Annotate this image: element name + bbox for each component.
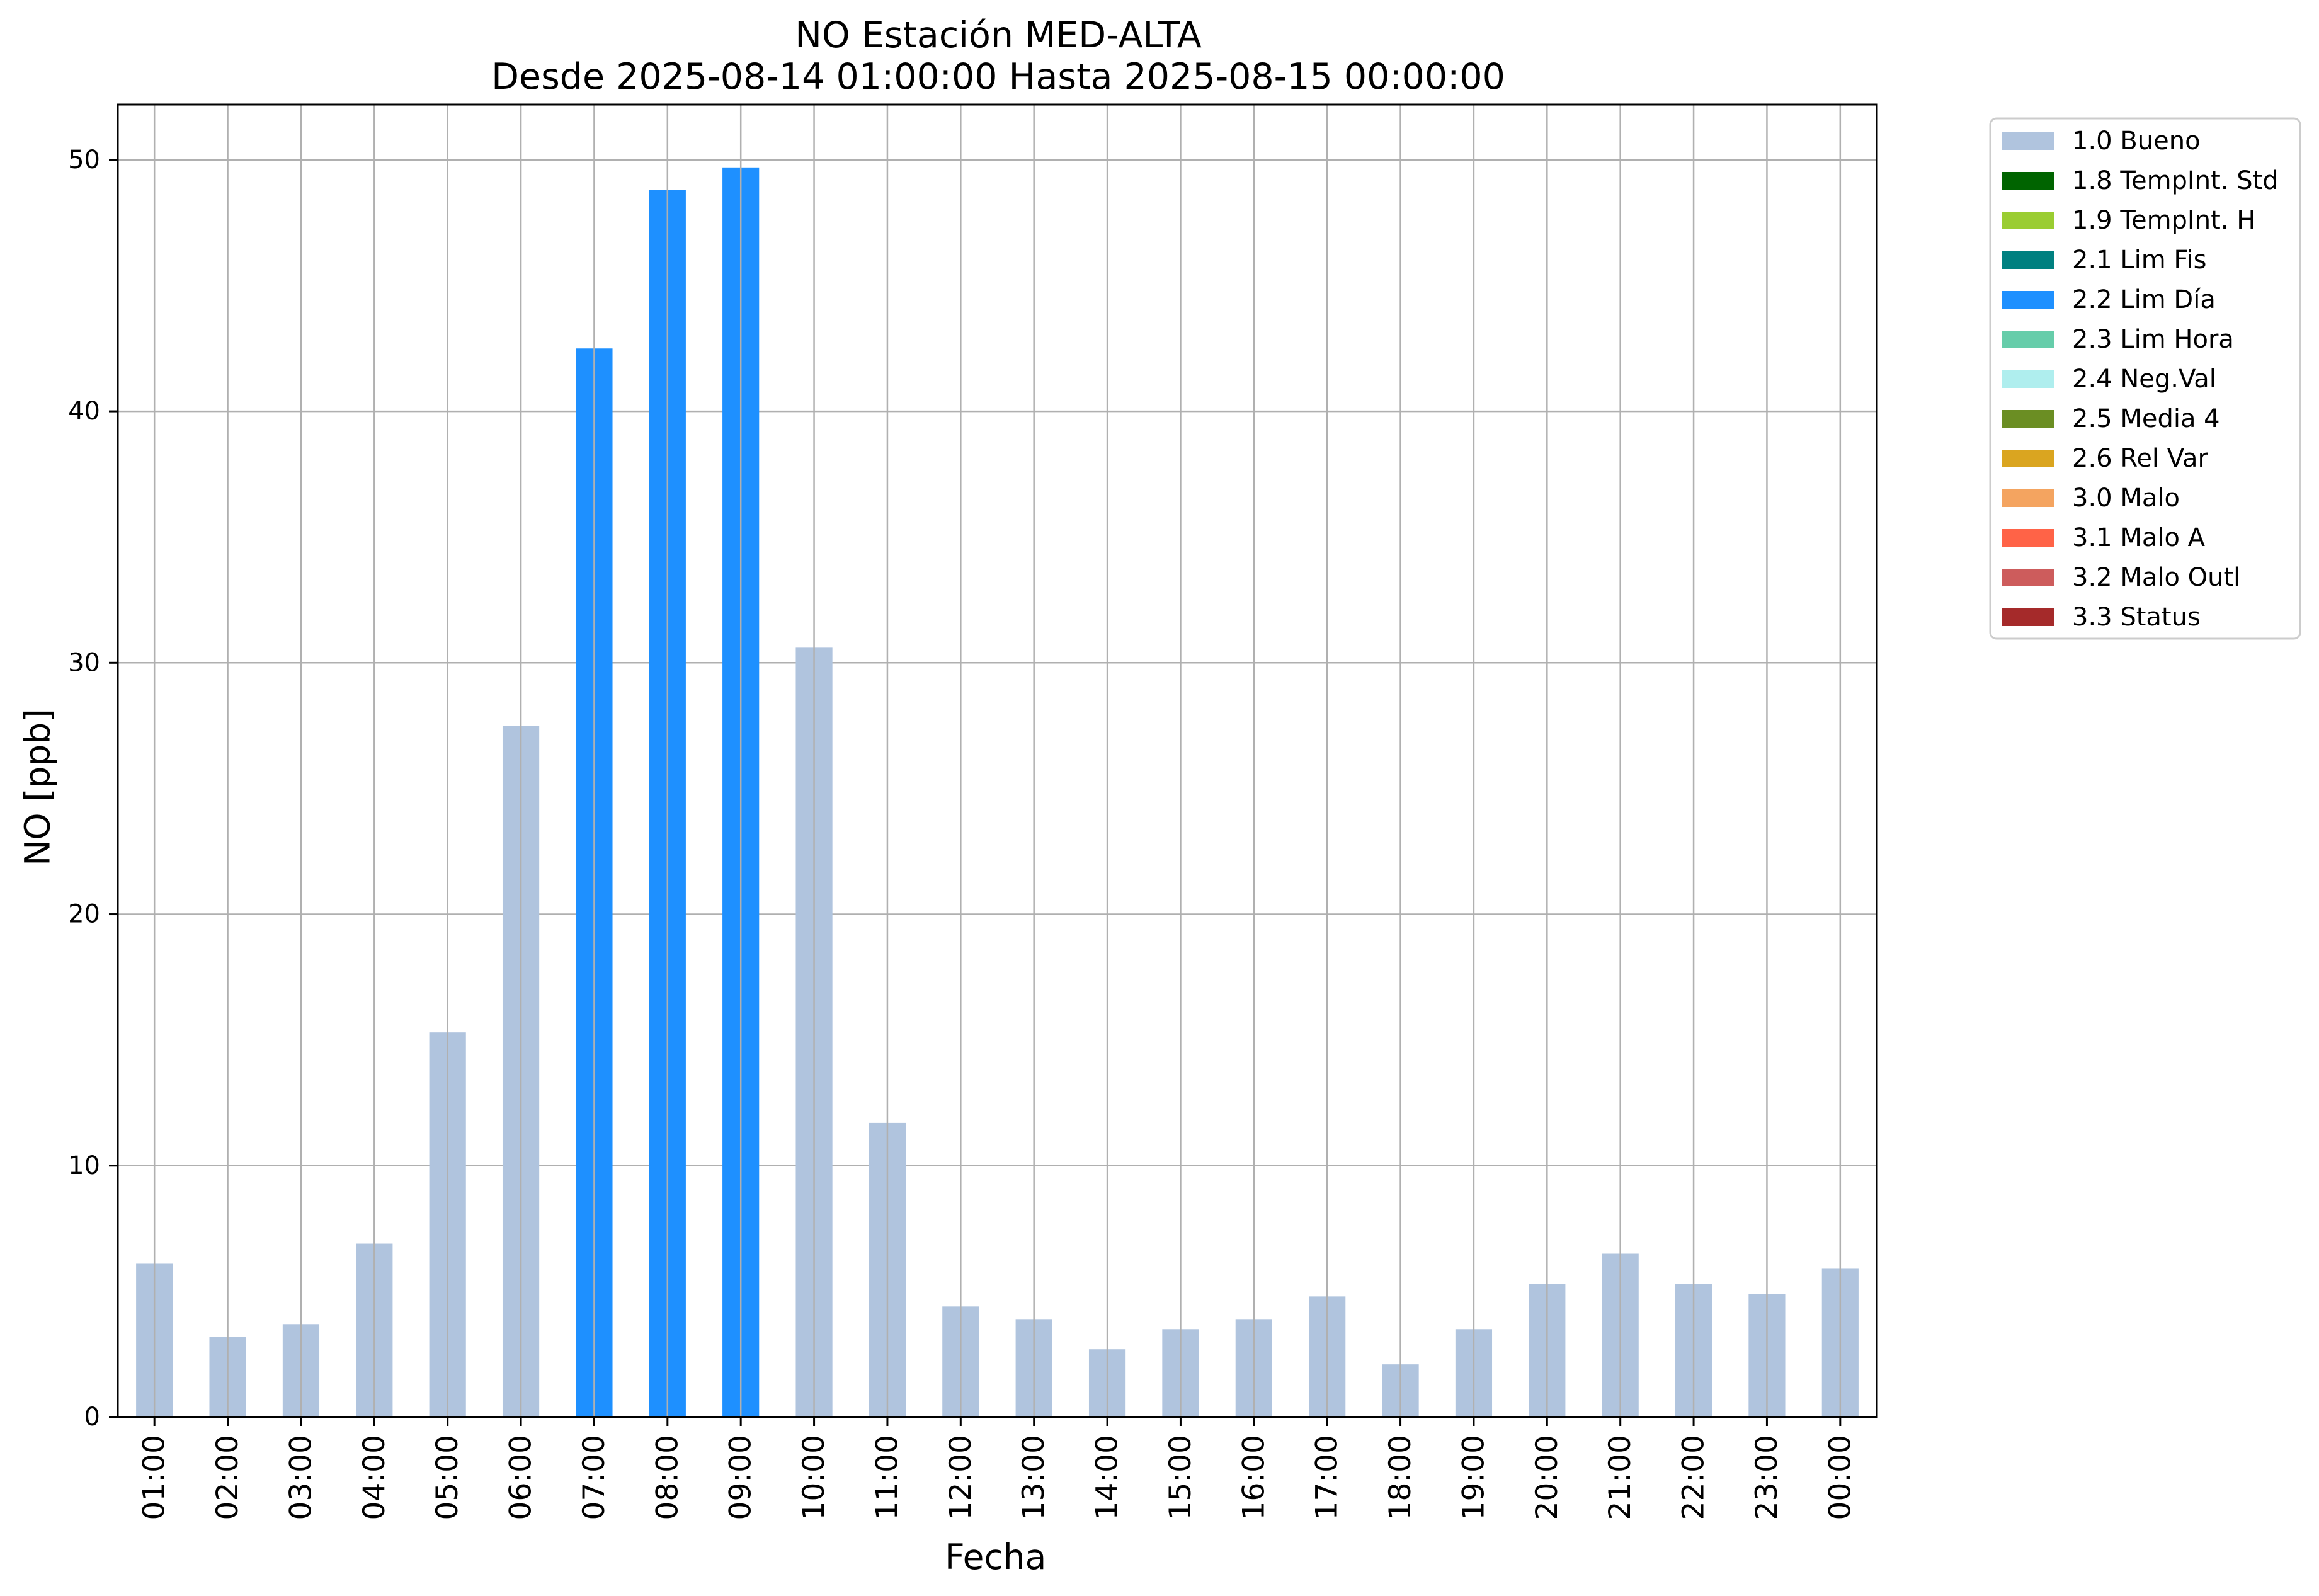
x-tick-label: 12:00 bbox=[943, 1435, 978, 1520]
y-ticks: 0 10 20 30 40 50 bbox=[68, 145, 118, 1432]
x-tick-label: 08:00 bbox=[650, 1435, 685, 1520]
x-tick-label: 10:00 bbox=[797, 1435, 831, 1520]
x-tick-label: 03:00 bbox=[283, 1435, 318, 1520]
legend-swatch bbox=[2002, 251, 2054, 269]
x-tick-label: 15:00 bbox=[1163, 1435, 1198, 1520]
legend-label: 2.4 Neg.Val bbox=[2072, 365, 2216, 394]
y-tick-label: 20 bbox=[68, 900, 100, 929]
x-tick-label: 14:00 bbox=[1090, 1435, 1125, 1520]
bars bbox=[136, 167, 1859, 1417]
legend-swatch bbox=[2002, 450, 2054, 467]
legend-swatch bbox=[2002, 331, 2054, 348]
x-axis-label: Fecha bbox=[945, 1537, 1047, 1577]
legend-swatch bbox=[2002, 291, 2054, 309]
grid-lines bbox=[118, 159, 1877, 1418]
legend-label: 3.0 Malo bbox=[2072, 484, 2180, 513]
x-tick-label: 00:00 bbox=[1823, 1435, 1857, 1520]
x-tick-label: 11:00 bbox=[870, 1435, 904, 1520]
y-tick-label: 50 bbox=[68, 145, 100, 174]
x-tick-label: 06:00 bbox=[504, 1435, 538, 1520]
legend-label: 3.2 Malo Outl bbox=[2072, 563, 2240, 592]
legend: 1.0 Bueno 1.8 TempInt. Std 1.9 TempInt. H 2… bbox=[1989, 117, 2301, 640]
y-tick-label: 40 bbox=[68, 397, 100, 426]
x-tick-label: 19:00 bbox=[1456, 1435, 1491, 1520]
legend-swatch bbox=[2002, 212, 2054, 229]
legend-label: 2.6 Rel Var bbox=[2072, 444, 2209, 473]
legend-swatch bbox=[2002, 569, 2054, 586]
x-tick-label: 23:00 bbox=[1750, 1435, 1784, 1520]
plot-frame bbox=[117, 103, 1878, 1418]
x-tick-label: 20:00 bbox=[1530, 1435, 1564, 1520]
legend-swatch bbox=[2002, 172, 2054, 190]
x-tick-label: 07:00 bbox=[577, 1435, 612, 1520]
x-tick-label: 16:00 bbox=[1236, 1435, 1271, 1520]
x-tick-label: 02:00 bbox=[210, 1435, 245, 1520]
x-ticks: 01:00 02:00 03:00 04:00 05:00 06:00 07:00 08:00… bbox=[137, 1417, 1857, 1520]
x-tick-label: 17:00 bbox=[1310, 1435, 1345, 1520]
legend-label: 2.5 Media 4 bbox=[2072, 404, 2220, 433]
legend-swatch bbox=[2002, 489, 2054, 507]
legend-label: 2.1 Lim Fis bbox=[2072, 246, 2206, 275]
x-tick-label: 21:00 bbox=[1603, 1435, 1638, 1520]
y-tick-label: 0 bbox=[84, 1403, 100, 1432]
chart-title: NO Estación MED-ALTA bbox=[795, 14, 1202, 56]
chart-subtitle: Desde 2025-08-14 01:00:00 Hasta 2025-08-… bbox=[491, 56, 1505, 98]
legend-box bbox=[1989, 117, 2301, 640]
legend-label: 1.9 TempInt. H bbox=[2072, 206, 2255, 235]
legend-swatch bbox=[2002, 370, 2054, 388]
legend-label: 1.8 TempInt. Std bbox=[2072, 166, 2279, 195]
legend-swatch bbox=[2002, 132, 2054, 150]
legend-swatch bbox=[2002, 410, 2054, 428]
legend-label: 1.0 Bueno bbox=[2072, 127, 2201, 156]
legend-swatch bbox=[2002, 529, 2054, 547]
x-tick-label: 05:00 bbox=[430, 1435, 465, 1520]
x-tick-label: 01:00 bbox=[137, 1435, 172, 1520]
vertical-grid-lines bbox=[153, 105, 1842, 1417]
legend-swatch bbox=[2002, 608, 2054, 626]
legend-label: 3.1 Malo A bbox=[2072, 523, 2206, 552]
legend-label: 3.3 Status bbox=[2072, 603, 2201, 632]
x-tick-label: 18:00 bbox=[1383, 1435, 1418, 1520]
y-tick-label: 10 bbox=[68, 1151, 100, 1180]
legend-label: 2.3 Lim Hora bbox=[2072, 325, 2234, 354]
x-tick-label: 13:00 bbox=[1017, 1435, 1051, 1520]
x-tick-label: 04:00 bbox=[357, 1435, 392, 1520]
legend-label: 2.2 Lim Día bbox=[2072, 285, 2216, 314]
x-tick-label: 22:00 bbox=[1677, 1435, 1711, 1520]
y-tick-label: 30 bbox=[68, 648, 100, 677]
x-tick-label: 09:00 bbox=[724, 1435, 758, 1520]
